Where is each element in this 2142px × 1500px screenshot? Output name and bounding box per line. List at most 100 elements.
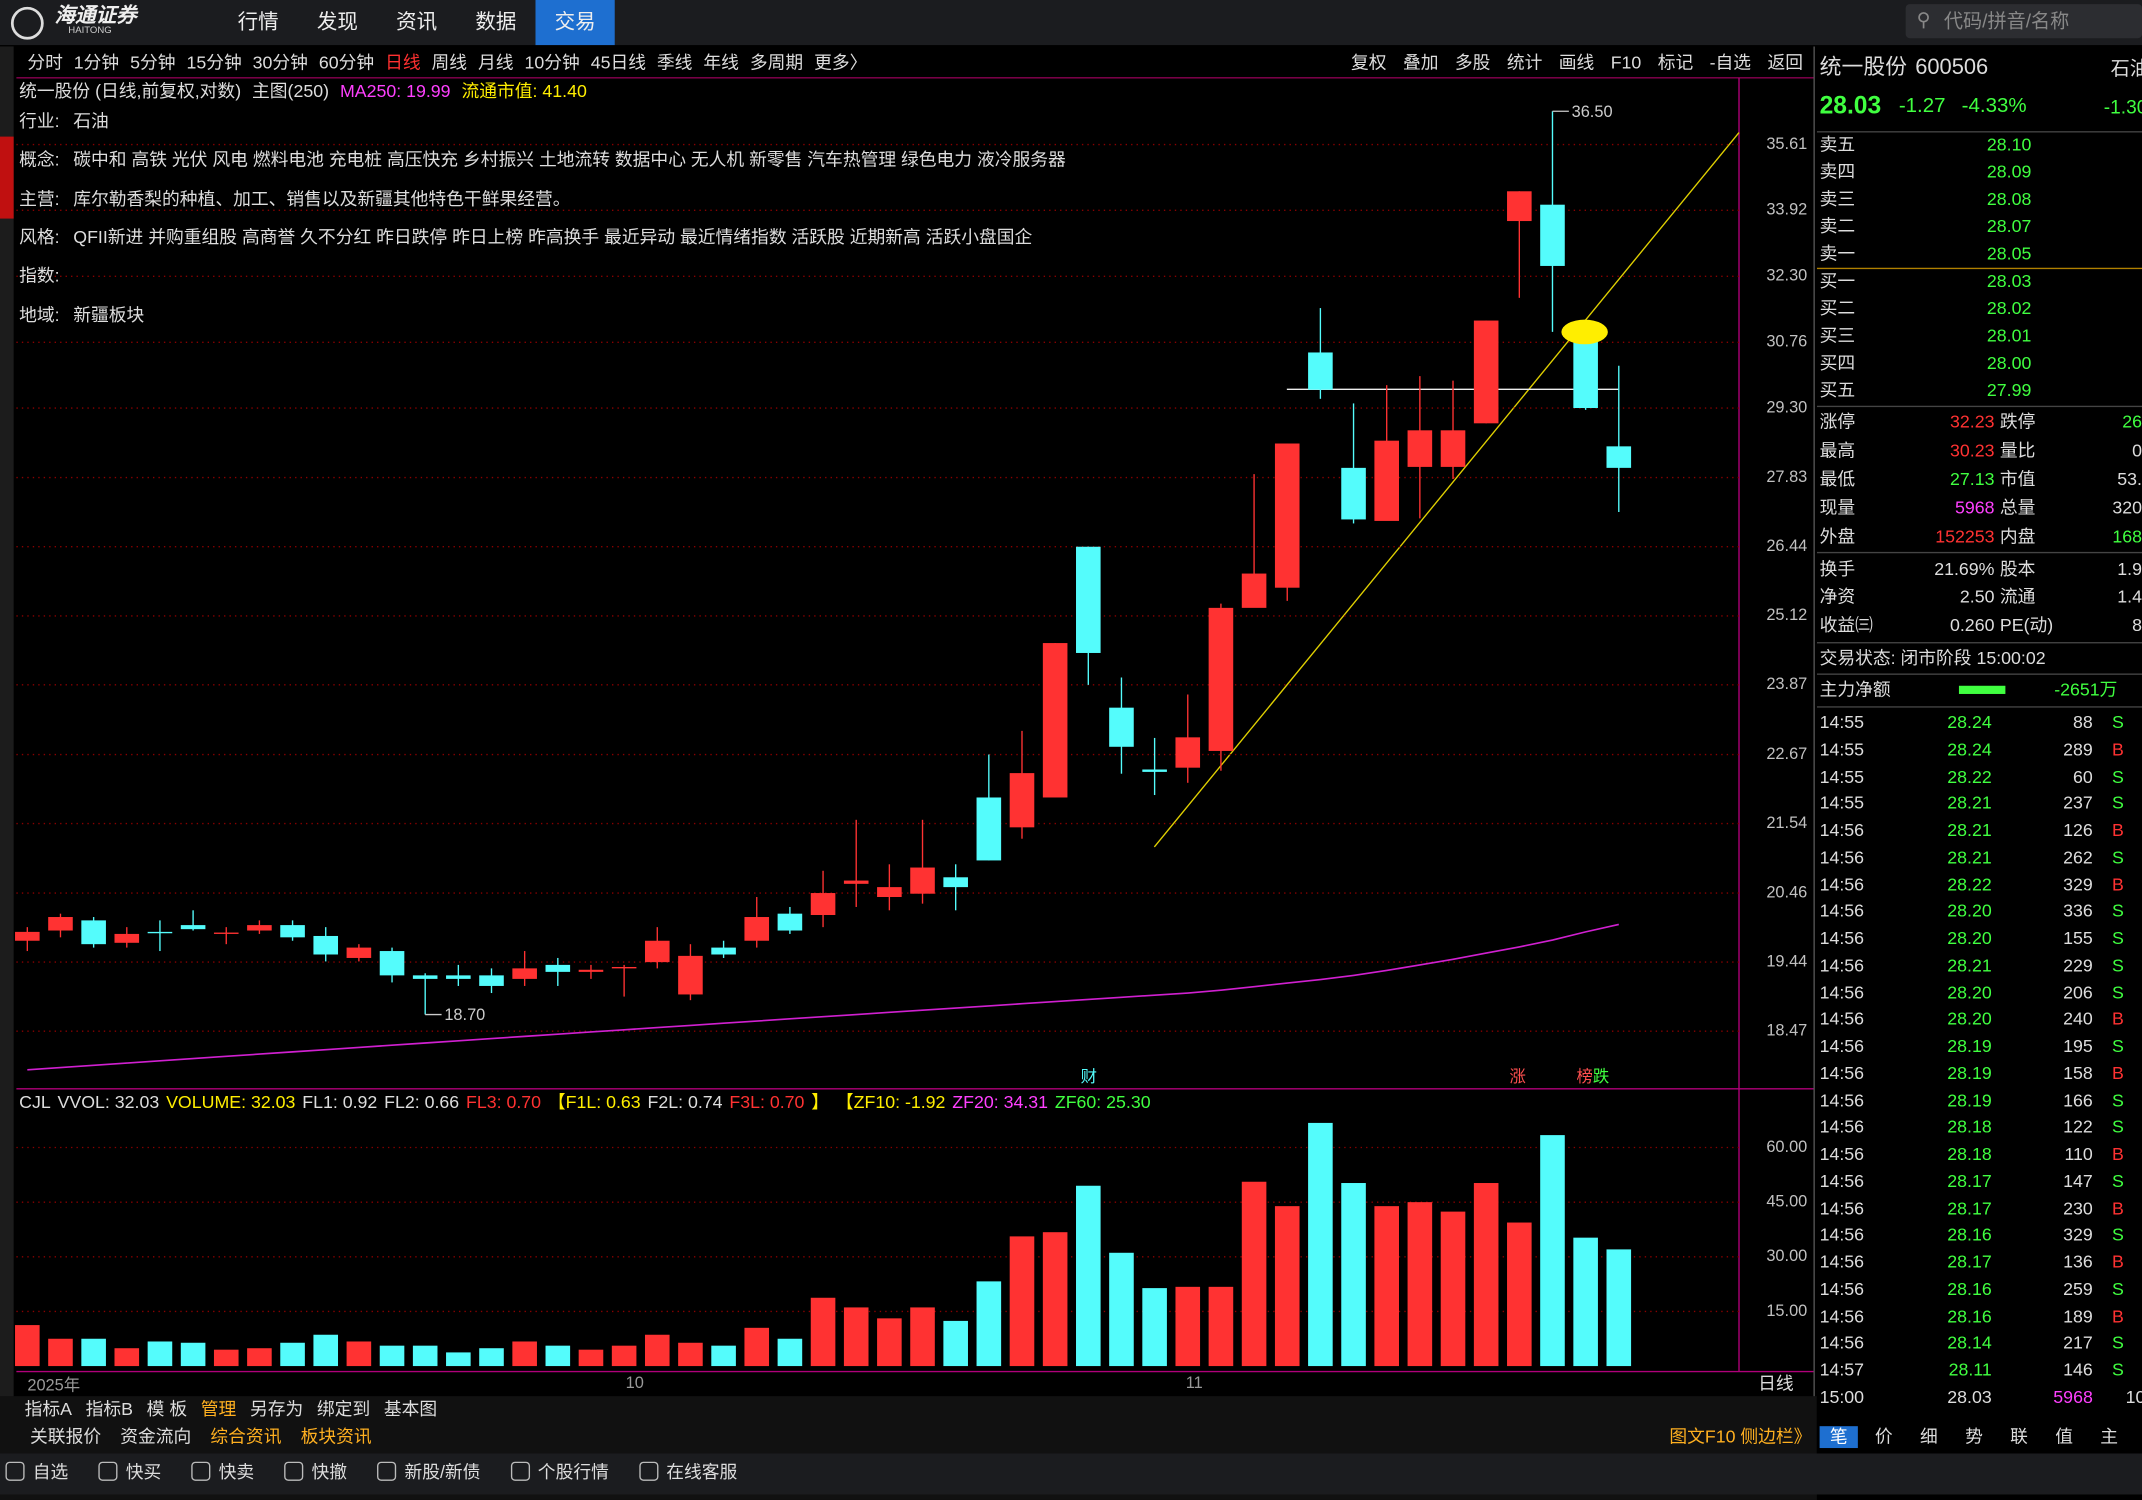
indicator-tab[interactable]: 绑定到	[316, 1398, 371, 1420]
period[interactable]: 季线	[656, 51, 693, 73]
indicator-tab[interactable]: 基本图	[383, 1398, 438, 1420]
candle-body	[1175, 737, 1201, 768]
profile-label: 地域:	[19, 303, 60, 325]
indicator-tab[interactable]: 指标A	[24, 1398, 72, 1420]
volume-bar	[512, 1341, 537, 1367]
y-tick-label: 33.92	[1766, 201, 1807, 219]
panel-tab: 值	[2055, 1426, 2074, 1447]
high-label: 36.50	[1572, 103, 1613, 121]
tool[interactable]: 复权	[1351, 51, 1387, 73]
period[interactable]: 45日线	[590, 51, 646, 73]
nav-item[interactable]: 交易	[535, 0, 615, 46]
tick-price: 28.20	[1947, 981, 1992, 1003]
status-items: 自选 快买 快卖 快撤 新股/新债 个股行情 在线客服	[5, 1461, 737, 1484]
book-price: 28.01	[1986, 325, 2032, 346]
period[interactable]: 10分钟	[524, 51, 580, 73]
y-tick-label: 21.54	[1766, 814, 1807, 832]
tick-price: 28.24	[1947, 738, 1992, 760]
tick-side: S	[2111, 711, 2124, 733]
tick-time: 14:56	[1819, 819, 1865, 841]
status-item[interactable]: 新股/新债	[377, 1461, 480, 1484]
stat-value: 26	[2122, 411, 2142, 432]
tool[interactable]: 画线	[1558, 51, 1595, 73]
volume-field: 【ZF10: -1.92	[835, 1091, 946, 1112]
period[interactable]: 日线	[385, 51, 421, 73]
indicator-tab[interactable]: 管理	[200, 1398, 237, 1420]
tool[interactable]: 标记	[1657, 51, 1694, 73]
candle-body	[412, 975, 438, 979]
status-item[interactable]: 自选	[5, 1461, 68, 1484]
tool[interactable]: 叠加	[1402, 51, 1439, 73]
volume-bar	[213, 1349, 239, 1367]
nav-item[interactable]: 资讯	[396, 10, 438, 35]
tool[interactable]: F10	[1610, 51, 1642, 73]
tick-side: S	[2111, 1332, 2124, 1354]
tick-side: B	[2111, 1062, 2124, 1084]
candle-body	[744, 917, 770, 941]
info-link[interactable]: 板块资讯	[300, 1426, 372, 1447]
trend-line	[1153, 132, 1740, 848]
period[interactable]: 分时	[27, 51, 63, 73]
nav-item[interactable]: 发现	[316, 10, 358, 35]
tick-side: B	[2111, 1305, 2124, 1327]
separator	[1816, 131, 2142, 133]
tool[interactable]: 多股	[1454, 51, 1491, 73]
trade-status: 交易状态: 闭市阶段 15:00:02	[1819, 647, 2046, 669]
period[interactable]: 月线	[478, 51, 514, 73]
indicator-tab[interactable]: 另存为	[249, 1398, 304, 1420]
info-link[interactable]: 综合资讯	[210, 1426, 282, 1447]
indicator-tab[interactable]: 模 板	[146, 1398, 188, 1420]
nav-item[interactable]: 行情	[237, 10, 279, 35]
panel-tab: 联	[2010, 1426, 2028, 1447]
period[interactable]: 60分钟	[318, 51, 375, 73]
stat-label: 最低	[1819, 468, 1856, 489]
period[interactable]: 15分钟	[186, 51, 242, 73]
status-item[interactable]: 快撤	[284, 1461, 347, 1484]
status-item[interactable]: 在线客服	[638, 1461, 737, 1484]
event-marker: 榜	[1576, 1068, 1592, 1086]
nav-item[interactable]: 数据	[475, 10, 517, 35]
status-item[interactable]: 个股行情	[510, 1461, 609, 1484]
tick-volume: 60	[2073, 765, 2093, 787]
status-icon	[5, 1461, 25, 1481]
flow-value: -2651万	[2054, 678, 2118, 700]
volume-bar	[976, 1281, 1002, 1367]
tick-price: 28.21	[1947, 846, 1992, 868]
tool[interactable]: -自选	[1709, 51, 1752, 73]
book-price: 27.99	[1986, 379, 2032, 401]
period[interactable]: 30分钟	[252, 51, 308, 73]
period[interactable]: 1分钟	[73, 51, 120, 73]
stat-label: 外盘	[1819, 525, 1856, 546]
search-box[interactable]	[1905, 4, 2142, 39]
tick-side: S	[2111, 1278, 2124, 1300]
tick-volume: 136	[2063, 1251, 2093, 1273]
tick-volume: 229	[2063, 954, 2093, 976]
tick-side: S	[2111, 846, 2124, 868]
volume-field: F2L: 0.74	[647, 1091, 723, 1112]
candle-body	[545, 964, 571, 972]
status-item[interactable]: 快买	[98, 1461, 161, 1484]
tool[interactable]: 统计	[1506, 51, 1543, 73]
tick-side: S	[2111, 1116, 2124, 1138]
period[interactable]: 更多〉	[814, 51, 868, 73]
tick-time: 14:56	[1819, 900, 1865, 922]
profile-row: 指数:	[19, 265, 73, 287]
stock-name: 统一股份	[1819, 56, 1908, 80]
tool[interactable]: 返回	[1767, 51, 1804, 73]
info-link[interactable]: 关联报价	[30, 1426, 102, 1447]
period[interactable]: 年线	[703, 51, 739, 73]
book-label: 卖一	[1819, 243, 1856, 264]
info-link[interactable]: 资金流向	[120, 1426, 192, 1447]
indicator-tab[interactable]: 指标B	[85, 1398, 133, 1420]
side-toggle[interactable]: 图文F10 侧边栏》	[1669, 1426, 1812, 1447]
period[interactable]: 5分钟	[130, 51, 176, 73]
stock-code: 600506	[1915, 56, 1989, 80]
candle-body	[1009, 773, 1035, 828]
period[interactable]: 多周期	[749, 51, 804, 73]
candle-body	[1407, 430, 1433, 467]
period-label: 日线	[1758, 1372, 1794, 1394]
info-links: 关联报价 资金流向 综合资讯 板块资讯	[30, 1426, 372, 1448]
status-item[interactable]: 快卖	[191, 1461, 254, 1484]
period[interactable]: 周线	[431, 51, 468, 73]
